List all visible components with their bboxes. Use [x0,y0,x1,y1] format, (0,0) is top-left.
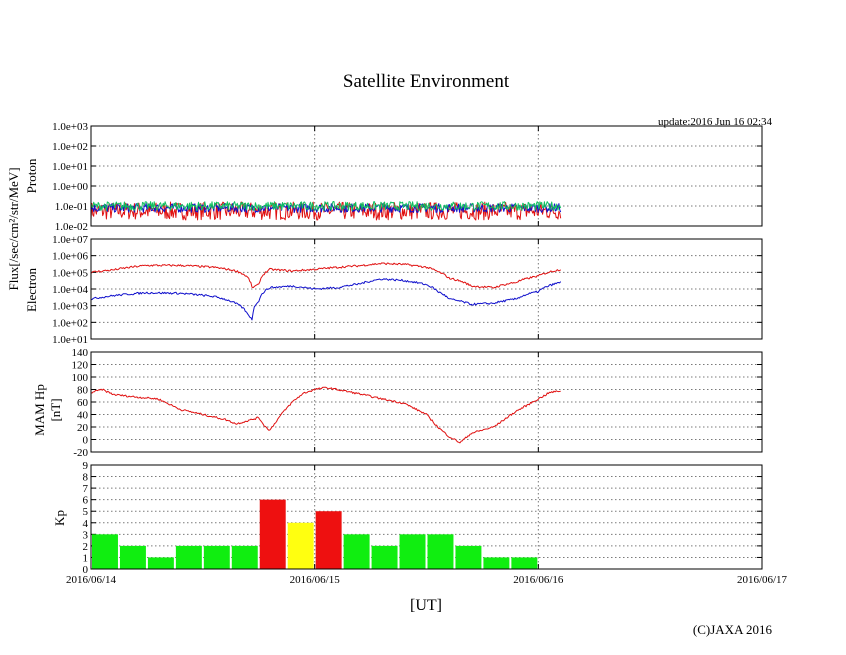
y-tick-label: 1.0e+02 [52,141,88,153]
y-tick-label: 8 [83,472,89,484]
y-tick-label: 1.0e+01 [52,161,88,173]
y-tick-label: 1.0e+03 [52,121,88,133]
chart-title: Satellite Environment [343,71,510,92]
x-axis-ticks: 2016/06/14 2016/06/15 2016/06/16 2016/06/17 [66,574,788,586]
y-tick-label: 1.0e+07 [52,234,88,246]
panel-frame [90,125,763,227]
x-tick-label: 2016/06/17 [737,574,788,586]
kp-bar [259,499,286,569]
y-tick-label: 1 [83,552,89,564]
y-tick-label: 1.0e+03 [52,301,88,313]
y-tick-label: 1.0e+04 [52,284,88,296]
y-tick-label: 1.0e+06 [52,251,88,263]
proton-panel: 1.0e+03 1.0e+02 1.0e+01 1.0e+00 1.0e-01 1.0e-… [52,121,763,233]
y-tick-label: 120 [72,360,89,372]
kp-bar [175,545,202,569]
kp-bar [315,511,342,569]
flux-ylabel: Flux[/sec/cm²/str/MeV] [6,167,21,290]
y-tick-label: 40 [77,410,89,422]
proton-ylabel: Proton [24,158,39,193]
y-tick-label: 60 [77,397,89,409]
x-axis-label: [UT] [410,597,442,614]
x-tick-label: 2016/06/14 [66,574,117,586]
kp-bar [399,534,426,569]
y-tick-label: 1.0e-01 [55,201,88,213]
y-tick-label: 20 [77,422,89,434]
y-tick-label: 4 [83,518,89,530]
copyright-label: (C)JAXA 2016 [693,622,773,637]
y-tick-label: 80 [77,385,89,397]
panel-frame [90,464,763,570]
y-tick-label: 0 [83,435,89,447]
update-label: update:2016 Jun 16 02:34 [658,116,772,128]
kp-bar [287,522,314,569]
electron-panel: 1.0e+07 1.0e+06 1.0e+05 1.0e+04 1.0e+03 1.0e+… [52,234,763,346]
series-line-blue [90,278,562,321]
kp-bar [483,557,510,569]
y-tick-label: 100 [72,372,89,384]
y-tick-label: 140 [72,347,89,359]
kp-bar [511,557,538,569]
y-tick-label: 1.0e+00 [52,181,88,193]
series-line-red [90,386,561,444]
hp-unit-label: [nT] [48,398,63,421]
y-tick-label: 5 [83,506,89,518]
kp-bar [92,534,118,569]
kp-bar [455,545,482,569]
y-tick-label: 1.0e+05 [52,267,88,279]
x-tick-label: 2016/06/15 [290,574,341,586]
kp-ylabel: Kp [52,510,67,526]
y-tick-label: 7 [83,483,89,495]
series-line-green [90,201,562,211]
y-tick-label: 2 [83,541,89,553]
y-tick-label: 9 [83,460,89,472]
y-tick-label: 3 [83,529,89,541]
y-tick-label: -20 [73,447,88,459]
kp-bar [231,545,258,569]
panel-frame [90,351,763,453]
kp-bar [119,545,146,569]
series-line-red [90,262,562,289]
panel-frame [90,238,763,340]
y-tick-label: 1.0e-02 [55,221,88,233]
kp-bar [343,534,370,569]
y-tick-label: 1.0e+01 [52,334,88,346]
kp-bar [371,545,398,569]
hp-ylabel: MAM Hp [32,384,47,436]
y-tick-label: 6 [83,495,89,507]
x-tick-label: 2016/06/16 [513,574,564,586]
y-tick-label: 1.0e+02 [52,317,88,329]
electron-ylabel: Electron [24,267,39,312]
y-tick-label: 0 [83,564,89,576]
kp-bar [427,534,454,569]
kp-bar [147,557,174,569]
kp-bar [203,545,230,569]
